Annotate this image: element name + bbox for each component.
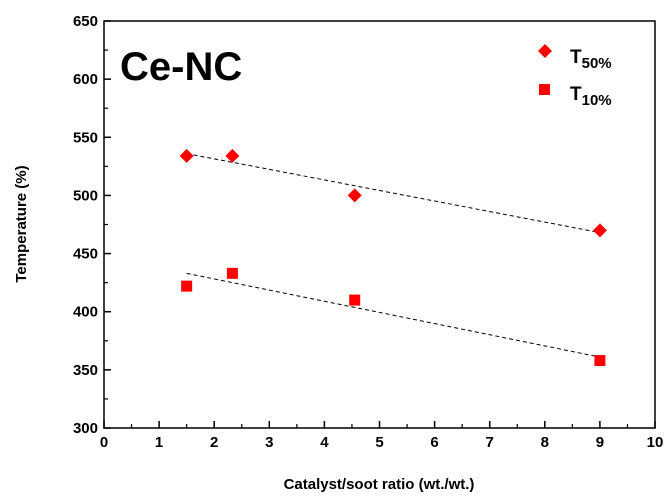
x-tick-label: 10 — [647, 434, 664, 451]
y-tick-label: 350 — [73, 362, 98, 379]
legend-label-t10-main: T — [570, 84, 582, 105]
legend-entry-t10: T10% — [539, 84, 612, 109]
y-tick-label: 550 — [73, 129, 98, 146]
y-tick-label: 300 — [73, 420, 98, 437]
x-tick-label: 6 — [430, 434, 438, 451]
y-tick-label: 600 — [73, 71, 98, 88]
x-tick-label: 2 — [210, 434, 218, 451]
data-points — [179, 148, 607, 367]
data-point-square — [349, 294, 361, 306]
data-point-square — [226, 267, 238, 279]
legend-label-t50-sub: 50% — [582, 55, 612, 72]
x-tick-label: 3 — [265, 434, 273, 451]
x-tick-label: 4 — [320, 434, 329, 451]
legend: T50% T10% — [538, 44, 612, 109]
y-tick-labels: 300 350 400 450 500 550 600 650 — [73, 13, 98, 437]
trend-line — [186, 272, 600, 358]
x-tick-label: 7 — [486, 434, 494, 451]
x-tick-label: 1 — [155, 434, 163, 451]
y-tick-label: 400 — [73, 304, 98, 321]
legend-label-t50: T50% — [570, 47, 612, 72]
data-point-diamond — [592, 223, 607, 238]
y-tick-label: 450 — [73, 246, 98, 263]
y-axis-label: Temperature (%) — [13, 165, 30, 282]
legend-label-t50-main: T — [570, 47, 582, 68]
x-tick-labels: 0 1 2 3 4 5 6 7 8 9 10 — [100, 434, 664, 451]
trend-line — [186, 153, 600, 234]
data-point-square — [594, 355, 606, 367]
trend-lines — [186, 153, 600, 358]
chart-title: Ce-NC — [120, 45, 242, 89]
legend-label-t10-sub: 10% — [582, 92, 612, 109]
x-tick-label: 0 — [100, 434, 108, 451]
legend-square-marker — [539, 84, 550, 95]
y-tick-label: 650 — [73, 13, 98, 30]
data-point-diamond — [179, 148, 194, 163]
y-tick-label: 500 — [73, 187, 98, 204]
legend-entry-t50: T50% — [538, 44, 612, 72]
axis-ticks — [103, 20, 656, 429]
x-tick-label: 8 — [541, 434, 549, 451]
data-point-diamond — [347, 188, 362, 203]
legend-diamond-marker — [538, 44, 552, 58]
data-point-diamond — [225, 148, 240, 163]
x-axis-label: Catalyst/soot ratio (wt./wt.) — [284, 476, 475, 493]
x-tick-label: 9 — [596, 434, 604, 451]
legend-label-t10: T10% — [570, 84, 612, 109]
x-tick-label: 5 — [375, 434, 383, 451]
data-point-square — [181, 280, 193, 292]
